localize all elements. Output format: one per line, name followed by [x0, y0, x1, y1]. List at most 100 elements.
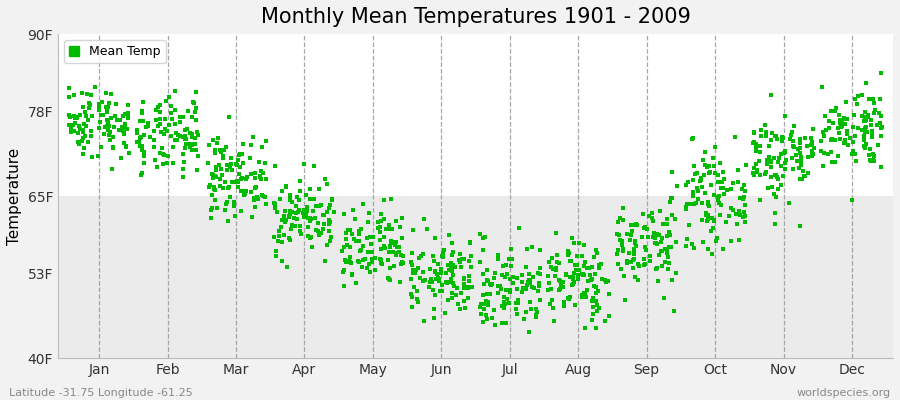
- Point: [252, 159, 266, 165]
- Point: [445, 266, 459, 273]
- Point: [258, 138, 273, 144]
- Point: [793, 145, 807, 152]
- Point: [491, 283, 505, 289]
- Point: [249, 184, 264, 190]
- Point: [450, 285, 464, 292]
- Point: [436, 247, 451, 254]
- Point: [78, 113, 93, 119]
- Point: [428, 268, 442, 274]
- Point: [577, 242, 591, 248]
- Point: [457, 304, 472, 311]
- Point: [112, 127, 126, 133]
- Point: [826, 120, 841, 126]
- Point: [373, 236, 387, 243]
- Point: [71, 130, 86, 136]
- Point: [523, 280, 537, 286]
- Point: [698, 210, 713, 216]
- Point: [747, 165, 761, 172]
- Point: [594, 261, 608, 267]
- Point: [487, 275, 501, 281]
- Point: [230, 161, 244, 167]
- Point: [519, 263, 534, 270]
- Point: [655, 248, 670, 254]
- Point: [642, 212, 656, 219]
- Point: [232, 171, 247, 178]
- Point: [770, 158, 785, 165]
- Point: [284, 197, 298, 204]
- Point: [512, 225, 526, 232]
- Point: [774, 182, 788, 188]
- Point: [478, 234, 492, 240]
- Point: [464, 253, 478, 259]
- Point: [824, 108, 839, 114]
- Point: [494, 286, 508, 292]
- Point: [860, 124, 874, 130]
- Point: [760, 161, 774, 167]
- Point: [365, 256, 380, 262]
- Point: [645, 218, 660, 224]
- Point: [188, 109, 202, 115]
- Point: [532, 283, 546, 289]
- Point: [747, 130, 761, 136]
- Point: [710, 179, 724, 185]
- Point: [687, 163, 701, 169]
- Point: [83, 102, 97, 108]
- Point: [630, 277, 644, 283]
- Point: [658, 246, 672, 252]
- Point: [173, 114, 187, 120]
- Point: [165, 115, 179, 122]
- Point: [509, 300, 524, 306]
- Point: [293, 222, 308, 229]
- Point: [139, 124, 153, 130]
- Point: [580, 286, 594, 293]
- Point: [157, 152, 171, 158]
- Point: [456, 298, 471, 304]
- Point: [434, 266, 448, 272]
- Point: [794, 158, 808, 165]
- Point: [475, 292, 490, 299]
- Point: [769, 133, 783, 139]
- Point: [805, 150, 819, 156]
- Point: [841, 130, 855, 137]
- Point: [312, 202, 327, 209]
- Point: [526, 284, 540, 290]
- Point: [788, 144, 802, 151]
- Point: [403, 291, 418, 298]
- Point: [250, 194, 265, 200]
- Point: [488, 322, 502, 328]
- Point: [244, 142, 258, 148]
- Point: [92, 101, 106, 107]
- Point: [72, 123, 86, 129]
- Point: [227, 203, 241, 209]
- Point: [209, 167, 223, 174]
- Point: [528, 306, 543, 312]
- Point: [705, 251, 719, 257]
- Point: [423, 266, 437, 272]
- Point: [167, 106, 182, 113]
- Point: [248, 203, 263, 210]
- Point: [576, 272, 590, 278]
- Point: [310, 226, 324, 233]
- Point: [858, 125, 872, 132]
- Point: [864, 158, 878, 164]
- Point: [575, 292, 590, 298]
- Point: [345, 231, 359, 237]
- Point: [445, 239, 459, 246]
- Point: [764, 174, 778, 180]
- Point: [616, 205, 630, 211]
- Point: [689, 185, 704, 192]
- Point: [454, 256, 469, 262]
- Point: [834, 124, 849, 130]
- Point: [435, 288, 449, 294]
- Point: [61, 94, 76, 100]
- Point: [778, 160, 793, 166]
- Point: [453, 251, 467, 258]
- Point: [431, 278, 446, 284]
- Point: [393, 261, 408, 267]
- Point: [267, 163, 282, 170]
- Point: [457, 285, 472, 292]
- Point: [475, 271, 490, 277]
- Point: [660, 248, 674, 254]
- Point: [717, 176, 732, 182]
- Point: [316, 212, 330, 218]
